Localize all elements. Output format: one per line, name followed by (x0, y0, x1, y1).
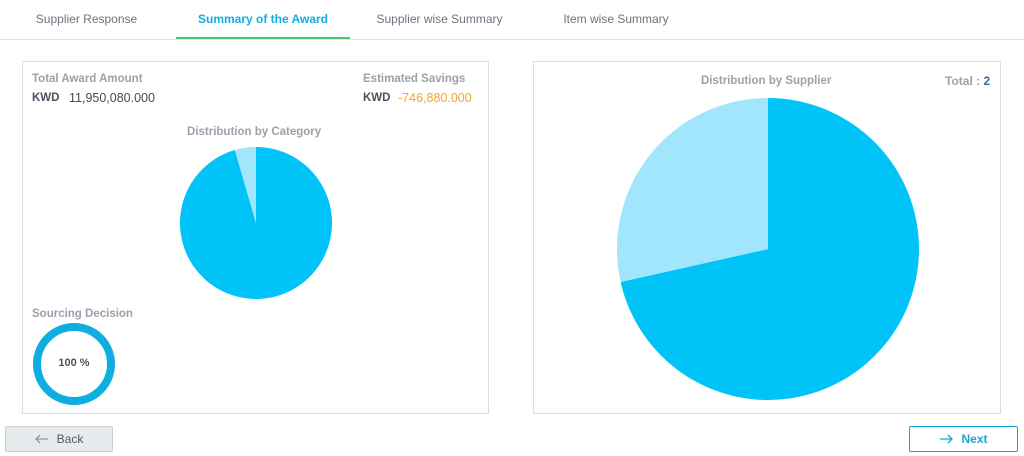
sourcing-decision-percent: 100 % (58, 357, 90, 369)
back-button[interactable]: Back (5, 426, 113, 452)
tab-item-wise-summary[interactable]: Item wise Summary (563, 12, 669, 26)
supplier-pie-chart (617, 98, 919, 400)
tab-summary-of-the-award[interactable]: Summary of the Award (176, 0, 350, 39)
total-award-amount: 11,950,080.000 (69, 91, 155, 105)
sourcing-decision-ring (33, 323, 115, 405)
supplier-pie-slice-2[interactable] (617, 98, 768, 282)
back-button-label: Back (56, 432, 84, 446)
sourcing-decision-label: Sourcing Decision (32, 308, 133, 320)
estimated-savings-amount: -746,880.000 (398, 91, 472, 105)
supplier-pie-slice-1[interactable] (620, 98, 919, 400)
category-chart-title: Distribution by Category (187, 126, 322, 138)
estimated-savings-label: Estimated Savings (363, 73, 466, 85)
category-pie-slice-2[interactable] (234, 147, 256, 223)
supplier-chart-title: Distribution by Supplier (701, 75, 832, 87)
supplier-distribution-panel: Distribution by Supplier Total : 2 (533, 61, 1001, 414)
supplier-total-value: 2 (983, 74, 991, 88)
next-button-label: Next (961, 432, 988, 446)
total-award-currency: KWD (32, 92, 60, 104)
tab-supplier-wise-summary[interactable]: Supplier wise Summary (376, 12, 503, 26)
total-award-amount-label: Total Award Amount (32, 73, 143, 85)
category-pie-chart (180, 147, 332, 299)
estimated-savings-currency: KWD (363, 92, 391, 104)
next-button[interactable]: Next (909, 426, 1018, 452)
award-summary-panel: Total Award Amount KWD 11,950,080.000 Es… (22, 61, 489, 414)
supplier-total: Total : 2 (945, 74, 990, 88)
arrow-left-icon (34, 434, 48, 444)
tab-supplier-response[interactable]: Supplier Response (35, 12, 138, 26)
arrow-right-icon (940, 434, 954, 444)
supplier-total-label: Total : (945, 74, 981, 88)
tab-bar: Supplier Response Summary of the Award S… (0, 0, 1024, 40)
